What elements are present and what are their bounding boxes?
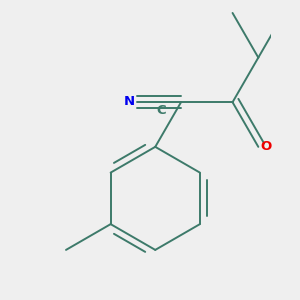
Text: O: O: [260, 140, 272, 153]
Text: C: C: [157, 104, 166, 117]
Text: N: N: [124, 95, 135, 108]
